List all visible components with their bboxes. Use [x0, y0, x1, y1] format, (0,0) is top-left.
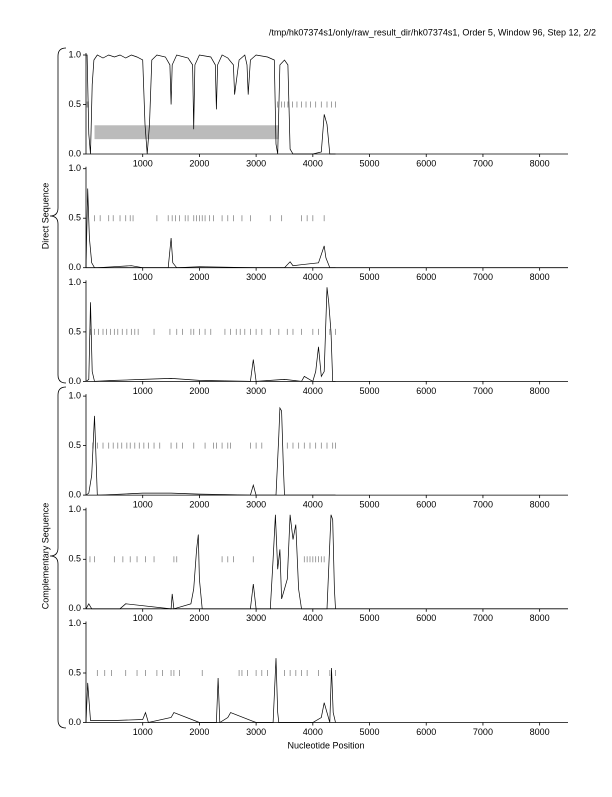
x-tick-label: 7000 [473, 158, 493, 168]
x-tick-label: 1000 [133, 613, 153, 623]
x-tick-label: 8000 [530, 613, 550, 623]
y-tick-label: 1.0 [68, 504, 81, 514]
x-tick-label: 7000 [473, 613, 493, 623]
x-tick-label: 8000 [530, 272, 550, 282]
x-tick-label: 5000 [360, 727, 380, 737]
x-tick-label: 8000 [530, 499, 550, 509]
x-tick-label: 2000 [189, 613, 209, 623]
x-tick-label: 6000 [416, 386, 436, 396]
y-tick-label: 0.0 [68, 603, 81, 613]
x-tick-label: 7000 [473, 272, 493, 282]
group-label: Direct Sequence [40, 183, 50, 250]
y-tick-label: 0.5 [68, 213, 81, 223]
x-tick-label: 4000 [303, 158, 323, 168]
x-tick-label: 7000 [473, 727, 493, 737]
x-tick-label: 5000 [360, 158, 380, 168]
x-tick-label: 7000 [473, 386, 493, 396]
x-tick-label: 1000 [133, 386, 153, 396]
x-tick-label: 3000 [246, 727, 266, 737]
y-tick-label: 0.0 [68, 376, 81, 386]
x-tick-label: 2000 [189, 386, 209, 396]
x-tick-label: 8000 [530, 158, 550, 168]
y-tick-label: 0.5 [68, 554, 81, 564]
x-tick-label: 5000 [360, 272, 380, 282]
y-tick-label: 1.0 [68, 163, 81, 173]
x-tick-label: 3000 [246, 272, 266, 282]
x-tick-label: 3000 [246, 499, 266, 509]
y-tick-label: 1.0 [68, 49, 81, 59]
y-tick-label: 0.5 [68, 440, 81, 450]
x-axis-label: Nucleotide Position [287, 740, 364, 750]
x-tick-label: 2000 [189, 158, 209, 168]
y-tick-label: 0.0 [68, 717, 81, 727]
x-tick-label: 6000 [416, 613, 436, 623]
x-tick-label: 2000 [189, 727, 209, 737]
y-tick-label: 0.5 [68, 667, 81, 677]
x-tick-label: 7000 [473, 499, 493, 509]
x-tick-label: 8000 [530, 386, 550, 396]
x-tick-label: 1000 [133, 272, 153, 282]
x-tick-label: 6000 [416, 158, 436, 168]
y-tick-label: 1.0 [68, 277, 81, 287]
y-tick-label: 0.5 [68, 99, 81, 109]
x-tick-label: 3000 [246, 386, 266, 396]
x-tick-label: 5000 [360, 499, 380, 509]
line [85, 287, 336, 382]
y-tick-label: 0.5 [68, 326, 81, 336]
x-tick-label: 3000 [246, 158, 266, 168]
y-tick-label: 0.0 [68, 262, 81, 272]
x-tick-label: 3000 [246, 613, 266, 623]
group-label: Complementary Sequence [40, 503, 50, 610]
x-tick-label: 4000 [303, 499, 323, 509]
brace [49, 386, 67, 729]
x-tick-label: 6000 [416, 727, 436, 737]
line [86, 54, 336, 155]
x-tick-label: 6000 [416, 499, 436, 509]
x-tick-label: 4000 [303, 613, 323, 623]
x-tick-label: 6000 [416, 272, 436, 282]
x-tick-label: 4000 [303, 386, 323, 396]
header: /tmp/hk07374s1/only/raw_result_dir/hk073… [269, 27, 596, 37]
x-tick-label: 4000 [303, 727, 323, 737]
x-tick-label: 4000 [303, 272, 323, 282]
x-tick-label: 1000 [133, 727, 153, 737]
line [85, 406, 336, 496]
x-tick-label: 8000 [530, 727, 550, 737]
brace [49, 47, 67, 384]
line [85, 188, 336, 269]
line [85, 658, 336, 724]
highlight [94, 125, 279, 140]
line [85, 514, 336, 610]
x-tick-label: 1000 [133, 499, 153, 509]
y-tick-label: 1.0 [68, 618, 81, 628]
x-tick-label: 2000 [189, 272, 209, 282]
x-tick-label: 5000 [360, 613, 380, 623]
y-tick-label: 1.0 [68, 390, 81, 400]
y-tick-label: 0.0 [68, 489, 81, 499]
x-tick-label: 1000 [133, 158, 153, 168]
x-tick-label: 2000 [189, 499, 209, 509]
y-tick-label: 0.0 [68, 148, 81, 158]
x-tick-label: 5000 [360, 386, 380, 396]
